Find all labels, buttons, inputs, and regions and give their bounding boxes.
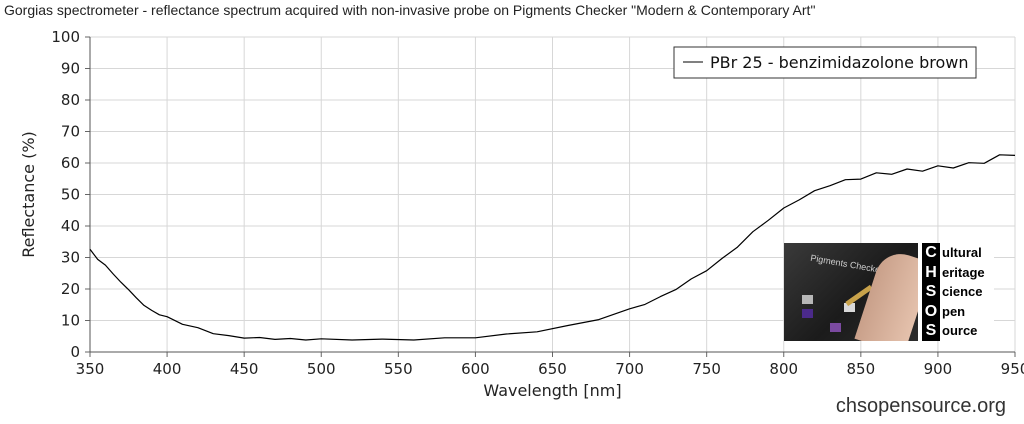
x-tick-label: 800 bbox=[769, 360, 798, 378]
legend-label: PBr 25 - benzimidazolone brown bbox=[710, 53, 968, 72]
x-tick-label: 650 bbox=[538, 360, 567, 378]
x-tick-label: 550 bbox=[384, 360, 413, 378]
logo-letter: H bbox=[925, 263, 937, 281]
x-tick-label: 850 bbox=[847, 360, 876, 378]
logo-letter: S bbox=[925, 322, 937, 340]
x-tick-label: 600 bbox=[461, 360, 490, 378]
swatch bbox=[802, 309, 813, 318]
series-line bbox=[89, 154, 1016, 341]
pigments-checker-photo: Pigments Checker bbox=[784, 243, 918, 341]
y-tick-label: 20 bbox=[61, 280, 80, 298]
logo-word: cience bbox=[942, 284, 983, 300]
y-tick-label: 60 bbox=[61, 154, 80, 172]
x-axis-label: Wavelength [nm] bbox=[483, 381, 621, 400]
tick-labels: 350 400 450 500 550 600 650 700 750 800 850 900 950 0… bbox=[51, 28, 1024, 378]
logo-word: ultural bbox=[942, 245, 982, 260]
y-tick-label: 70 bbox=[61, 123, 80, 141]
x-tick-label: 400 bbox=[153, 360, 182, 378]
x-tick-label: 900 bbox=[924, 360, 953, 378]
series-layer bbox=[89, 154, 1016, 341]
y-tick-label: 80 bbox=[61, 91, 80, 109]
y-tick-label: 10 bbox=[61, 312, 80, 330]
x-tick-label: 500 bbox=[307, 360, 336, 378]
x-tick-label: 700 bbox=[615, 360, 644, 378]
axes bbox=[89, 37, 1015, 353]
logo-word: pen bbox=[942, 303, 966, 319]
legend: PBr 25 - benzimidazolone brown bbox=[673, 46, 977, 79]
logo-letter: C bbox=[925, 244, 937, 261]
website-watermark: chsopensource.org bbox=[835, 395, 1006, 417]
swatch bbox=[802, 295, 813, 304]
swatch bbox=[830, 323, 841, 332]
logo-word: eritage bbox=[942, 264, 985, 280]
logo-letter: S bbox=[925, 283, 937, 301]
chart-title: Gorgias spectrometer - reflectance spect… bbox=[4, 2, 815, 18]
x-tick-label: 450 bbox=[230, 360, 259, 378]
chsos-logo: Pigments Checker C H S O S ultural erita… bbox=[784, 243, 994, 341]
x-tick-label: 950 bbox=[1001, 360, 1024, 378]
logo-words: ultural eritage cience pen ource bbox=[942, 243, 985, 341]
y-tick-label: 30 bbox=[61, 249, 80, 267]
y-tick-label: 90 bbox=[61, 60, 80, 78]
y-tick-label: 0 bbox=[70, 343, 80, 361]
y-tick-label: 40 bbox=[61, 217, 80, 235]
y-axis-label: Reflectance (%) bbox=[19, 131, 38, 258]
x-tick-label: 350 bbox=[76, 360, 105, 378]
y-tick-label: 100 bbox=[51, 28, 80, 46]
x-tick-label: 750 bbox=[692, 360, 721, 378]
logo-initials: C H S O S bbox=[922, 243, 940, 341]
logo-letter: O bbox=[924, 302, 938, 320]
swatch bbox=[844, 303, 855, 312]
photo-caption: Pigments Checker bbox=[809, 252, 884, 276]
logo-word: ource bbox=[942, 323, 978, 339]
y-tick-label: 50 bbox=[61, 186, 80, 204]
legend-box bbox=[673, 46, 977, 79]
